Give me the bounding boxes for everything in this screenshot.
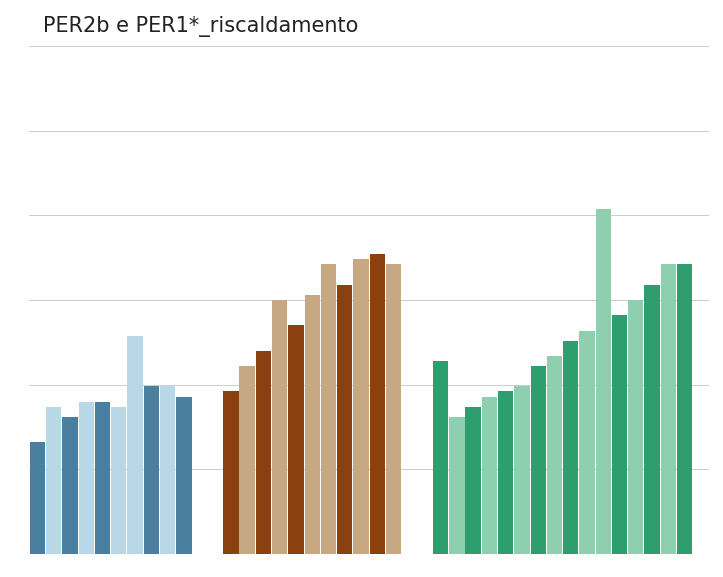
Bar <box>46 407 61 554</box>
Bar <box>256 351 271 554</box>
Bar <box>677 264 693 554</box>
Bar <box>644 285 660 554</box>
Bar <box>95 402 110 554</box>
Bar <box>386 264 401 554</box>
Bar <box>288 325 304 554</box>
Bar <box>482 396 497 554</box>
Bar <box>111 407 127 554</box>
Bar <box>239 366 255 554</box>
Bar <box>223 391 239 554</box>
Bar <box>337 285 353 554</box>
Bar <box>612 315 628 554</box>
Bar <box>579 331 595 554</box>
Bar <box>79 402 94 554</box>
Bar <box>30 442 45 554</box>
Text: PER2b e PER1*_riscaldamento: PER2b e PER1*_riscaldamento <box>43 16 358 38</box>
Bar <box>563 340 578 554</box>
Bar <box>144 387 159 554</box>
Bar <box>62 417 77 554</box>
Bar <box>354 260 369 554</box>
Bar <box>628 300 643 554</box>
Bar <box>304 295 320 554</box>
Bar <box>449 417 465 554</box>
Bar <box>176 396 192 554</box>
Bar <box>433 361 448 554</box>
Bar <box>547 356 562 554</box>
Bar <box>661 264 676 554</box>
Bar <box>321 264 336 554</box>
Bar <box>514 387 530 554</box>
Bar <box>531 366 546 554</box>
Bar <box>160 387 175 554</box>
Bar <box>596 209 611 554</box>
Bar <box>466 407 481 554</box>
Bar <box>498 391 513 554</box>
Bar <box>369 254 385 554</box>
Bar <box>127 336 142 554</box>
Bar <box>272 300 288 554</box>
